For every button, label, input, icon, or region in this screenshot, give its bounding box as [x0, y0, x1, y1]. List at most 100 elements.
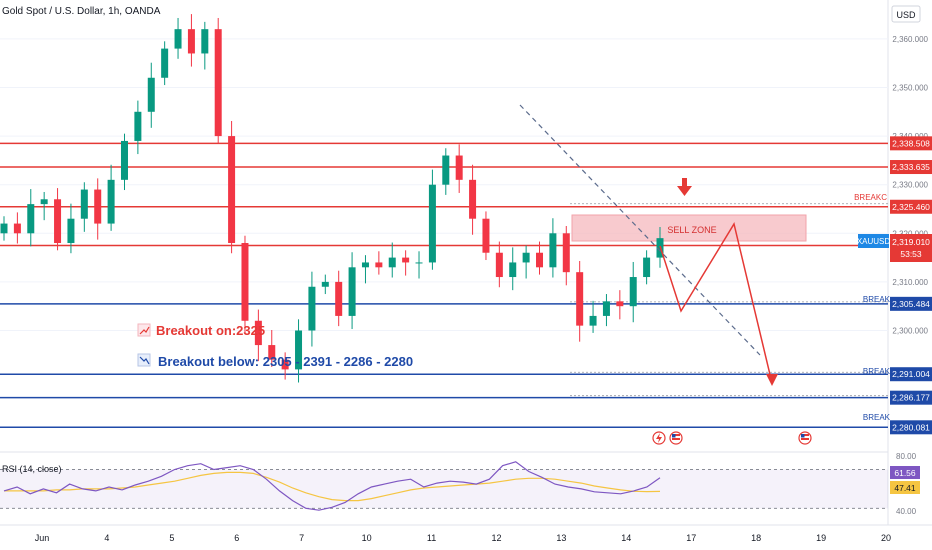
x-tick-label: 4 [104, 533, 109, 543]
candle[interactable] [415, 262, 423, 264]
candle[interactable] [522, 252, 530, 263]
price-axis-panel[interactable] [888, 0, 932, 550]
current-price-tag[interactable]: XAUUSD 2,319.010 53:53 [857, 234, 932, 262]
x-tick-label: 5 [169, 533, 174, 543]
candle[interactable] [174, 29, 182, 49]
y-tick-label: 2,300.000 [892, 326, 928, 335]
y-tick-label: 2,360.000 [892, 35, 928, 44]
x-tick-label: 13 [556, 533, 566, 543]
trend-down-icon [137, 353, 151, 367]
down-arrow-icon [677, 178, 692, 196]
candle[interactable] [388, 257, 396, 268]
support-line-tag [890, 296, 932, 311]
candle[interactable] [308, 286, 316, 331]
candle[interactable] [295, 330, 303, 370]
current-symbol: XAUUSD [857, 237, 891, 246]
candle[interactable] [120, 140, 128, 180]
candle[interactable] [281, 359, 289, 370]
candle[interactable] [13, 223, 21, 234]
candle[interactable] [67, 218, 75, 244]
x-tick-label: 19 [816, 533, 826, 543]
support-line-tag [890, 367, 932, 382]
chart-title: Gold Spot / U.S. Dollar, 1h, OANDA [2, 6, 161, 17]
candle[interactable] [629, 277, 637, 307]
candle[interactable] [161, 48, 169, 78]
y-tick-label: 2,350.000 [892, 83, 928, 92]
candle[interactable] [187, 29, 195, 54]
resistance-line-label: 2,325.460 [892, 202, 930, 212]
candle[interactable] [228, 136, 236, 244]
breakout-on-annotation[interactable]: Breakout on:2325 [137, 323, 265, 338]
candle[interactable] [536, 252, 544, 268]
candle[interactable] [602, 301, 610, 316]
downtrend-line[interactable] [519, 104, 761, 356]
x-tick-label: 11 [427, 533, 436, 543]
candle[interactable] [616, 301, 624, 307]
x-tick-label: 10 [362, 533, 372, 543]
rsi-ma-line [4, 471, 661, 502]
resistance-line-tag [890, 160, 932, 175]
candle[interactable] [375, 262, 383, 268]
currency-badge[interactable]: USD [891, 5, 921, 23]
candle[interactable] [54, 199, 62, 244]
x-tick-label: 6 [234, 533, 239, 543]
rsi-band [0, 469, 888, 509]
candle[interactable] [549, 233, 557, 268]
candle[interactable] [94, 189, 102, 224]
rsi-scale-bottom: 40.00 [896, 507, 917, 516]
candle[interactable] [268, 345, 276, 360]
event-marker-lightning[interactable] [652, 431, 666, 445]
x-tick-label: 12 [491, 533, 501, 543]
candle[interactable] [107, 179, 115, 224]
candle[interactable] [201, 29, 209, 54]
breakout-below-text: Breakout below: 2305 - 2391 - 2286 - 228… [158, 354, 413, 369]
candle[interactable] [509, 262, 517, 278]
candle[interactable] [321, 281, 329, 287]
support-line-label: 2,280.081 [892, 422, 930, 432]
support-line-tag [890, 420, 932, 435]
sell-zone[interactable]: SELL ZONE [571, 214, 807, 242]
rsi-pane[interactable]: RSI (14, close) 80.00 40.00 61.56 47.41 [0, 452, 920, 516]
projection-path[interactable] [659, 222, 773, 384]
candle[interactable] [455, 155, 463, 180]
candle[interactable] [495, 252, 503, 278]
candle[interactable] [562, 233, 570, 273]
event-marker-us-flag[interactable] [669, 431, 683, 445]
candle[interactable] [80, 189, 88, 219]
event-marker-us-flag[interactable] [798, 431, 812, 445]
candle[interactable] [27, 204, 35, 234]
breakout-on-text: Breakout on:2325 [156, 323, 265, 338]
rsi-line [3, 461, 661, 511]
x-tick-label: 18 [751, 533, 761, 543]
candle[interactable] [147, 77, 155, 112]
candle[interactable] [134, 111, 142, 141]
breakout-below-annotation[interactable]: Breakout below: 2305 - 2391 - 2286 - 228… [137, 353, 413, 369]
candle[interactable] [482, 218, 490, 253]
rsi-value-tag [890, 466, 920, 479]
candle[interactable] [348, 267, 356, 316]
candle[interactable] [241, 243, 249, 321]
candle[interactable] [402, 257, 410, 263]
resistance-line-label: 2,333.635 [892, 162, 930, 172]
candle[interactable] [361, 262, 369, 268]
x-tick-label: 17 [686, 533, 696, 543]
candle[interactable] [428, 184, 436, 263]
candle[interactable] [214, 29, 222, 137]
current-countdown: 53:53 [900, 249, 922, 259]
candle[interactable] [0, 223, 8, 234]
candle[interactable] [589, 315, 597, 326]
rsi-scale-top: 80.00 [896, 452, 917, 461]
x-tick-label: 14 [621, 533, 631, 543]
candle[interactable] [335, 281, 343, 316]
candle[interactable] [442, 155, 450, 185]
candle[interactable] [469, 179, 477, 219]
candle[interactable] [643, 257, 651, 278]
resistance-line-tag [890, 199, 932, 214]
candle[interactable] [254, 320, 262, 346]
currency-label: USD [896, 10, 916, 20]
candle[interactable] [40, 199, 48, 205]
sell-zone-label: SELL ZONE [667, 225, 716, 235]
candle[interactable] [576, 272, 584, 326]
rsi-title: RSI (14, close) [2, 464, 62, 474]
